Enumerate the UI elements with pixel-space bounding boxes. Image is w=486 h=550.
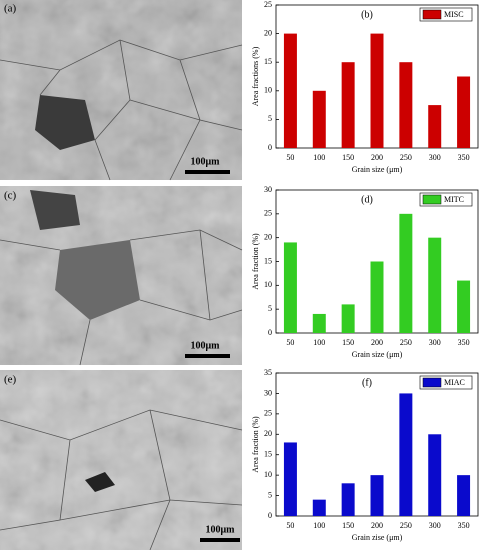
- image-label: (a): [4, 3, 17, 15]
- bar: [341, 62, 355, 149]
- y-axis-label: Area fraction (%): [251, 233, 260, 290]
- panel-label: (b): [361, 9, 373, 20]
- y-tick-label: 0: [268, 143, 272, 152]
- bar: [341, 483, 355, 516]
- scale-label: 100μm: [191, 156, 221, 167]
- y-tick-label: 25: [264, 0, 272, 9]
- x-tick-label: 100: [313, 521, 325, 530]
- x-tick-label: 300: [429, 521, 441, 530]
- y-tick-label: 15: [264, 450, 272, 459]
- x-tick-label: 150: [342, 338, 354, 347]
- bar: [283, 242, 297, 333]
- micrograph-a: (a) 100μm: [0, 0, 243, 181]
- legend-swatch: [422, 377, 442, 388]
- x-tick-label: 350: [458, 521, 470, 530]
- bar: [341, 304, 355, 333]
- x-tick-label: 100: [313, 153, 325, 162]
- y-tick-label: 10: [264, 280, 272, 289]
- y-tick-label: 10: [264, 86, 272, 95]
- y-tick-label: 30: [264, 388, 272, 397]
- x-tick-label: 200: [371, 338, 383, 347]
- x-tick-label: 50: [286, 153, 294, 162]
- image-label: (c): [4, 190, 17, 202]
- y-tick-label: 25: [264, 409, 272, 418]
- y-axis-label: Area fraction (%): [251, 416, 260, 473]
- y-tick-label: 5: [268, 114, 272, 123]
- bar: [457, 475, 471, 516]
- x-tick-label: 250: [400, 338, 412, 347]
- bar: [428, 105, 442, 148]
- x-tick-label: 250: [400, 153, 412, 162]
- bar: [283, 33, 297, 148]
- bar: [312, 313, 326, 333]
- bar: [312, 90, 326, 148]
- y-tick-label: 30: [264, 185, 272, 194]
- y-tick-label: 20: [264, 232, 272, 241]
- bar: [399, 393, 413, 516]
- bar: [312, 499, 326, 516]
- x-tick-label: 50: [286, 338, 294, 347]
- image-label: (e): [4, 374, 17, 386]
- y-tick-label: 25: [264, 209, 272, 218]
- legend-swatch: [422, 194, 442, 205]
- x-axis-label: Grain zise (μm): [352, 533, 403, 542]
- x-tick-label: 350: [458, 153, 470, 162]
- y-tick-label: 20: [264, 429, 272, 438]
- y-tick-label: 5: [268, 490, 272, 499]
- x-tick-label: 200: [371, 153, 383, 162]
- scale-label: 100μm: [191, 340, 221, 351]
- y-tick-label: 0: [268, 328, 272, 337]
- y-axis-label: Area fractions (%): [251, 46, 260, 106]
- y-tick-label: 15: [264, 256, 272, 265]
- x-tick-label: 150: [342, 521, 354, 530]
- bar: [370, 261, 384, 333]
- bar: [457, 76, 471, 148]
- x-tick-label: 50: [286, 521, 294, 530]
- legend-label: MITC: [444, 195, 464, 204]
- bar: [428, 237, 442, 333]
- micrograph-e: (e) 100μm: [0, 370, 243, 550]
- panel-label: (d): [361, 194, 373, 205]
- legend-label: MISC: [444, 10, 464, 19]
- legend-swatch: [422, 9, 442, 20]
- legend-label: MIAC: [444, 378, 465, 387]
- x-tick-label: 200: [371, 521, 383, 530]
- x-tick-label: 300: [429, 338, 441, 347]
- y-tick-label: 5: [268, 304, 272, 313]
- bar: [370, 475, 384, 516]
- bar: [428, 434, 442, 516]
- bar: [399, 213, 413, 333]
- x-tick-label: 350: [458, 338, 470, 347]
- y-tick-label: 10: [264, 470, 272, 479]
- bar: [457, 280, 471, 333]
- micrograph-c: (c) 100μm: [0, 186, 243, 366]
- bar: [399, 62, 413, 149]
- bar: [283, 442, 297, 516]
- y-tick-label: 15: [264, 57, 272, 66]
- x-tick-label: 250: [400, 521, 412, 530]
- panel-label: (f): [362, 377, 372, 388]
- x-tick-label: 100: [313, 338, 325, 347]
- bar: [370, 33, 384, 148]
- x-axis-label: Grain size (μm): [352, 165, 403, 174]
- y-tick-label: 20: [264, 28, 272, 37]
- y-tick-label: 35: [264, 368, 272, 377]
- x-axis-label: Grain size (μm): [352, 350, 403, 359]
- y-tick-label: 0: [268, 511, 272, 520]
- x-tick-label: 150: [342, 153, 354, 162]
- scale-label: 100μm: [206, 524, 236, 535]
- x-tick-label: 300: [429, 153, 441, 162]
